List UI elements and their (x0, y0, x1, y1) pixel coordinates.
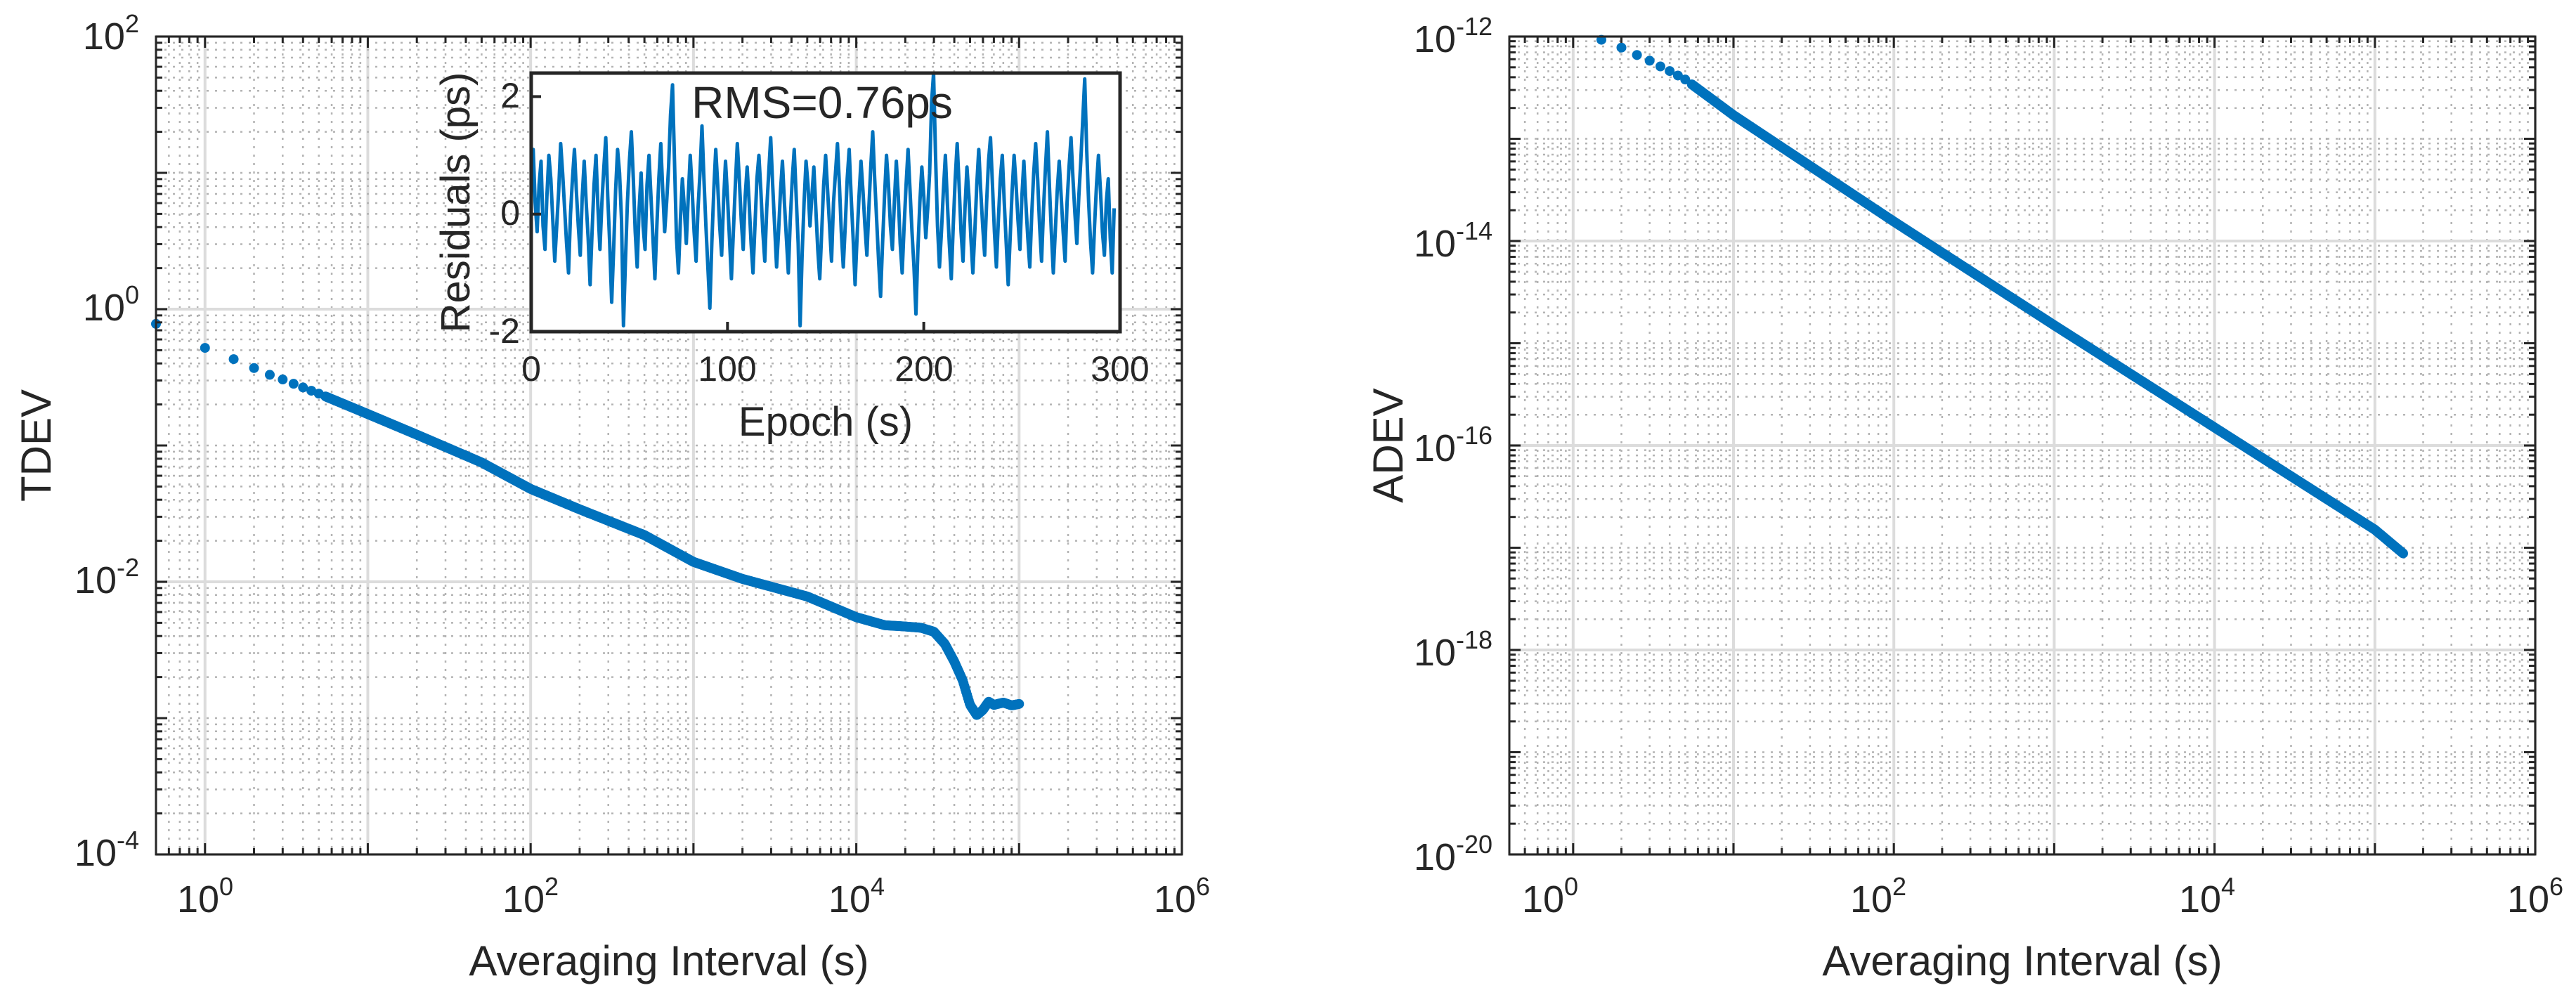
adev-xlabel: Averaging Interval (s) (1822, 937, 2222, 984)
inset-ylabel: Residuals (ps) (433, 72, 479, 333)
adev-xtick-label: 102 (1850, 872, 1906, 920)
adev-ytick-label: 10-20 (1414, 830, 1492, 878)
data-point (228, 354, 239, 365)
data-point (1014, 698, 1024, 709)
tdev-ytick-label: 102 (83, 9, 139, 58)
tdev-ytick-label: 100 (83, 280, 139, 329)
tdev-xtick-label: 104 (828, 872, 885, 920)
tdev-ytick-label: 10-4 (74, 826, 139, 874)
residuals-inset-chart: -2 0 2 0 100 200 300 Epoch (s) Residuals… (433, 71, 1150, 445)
inset-ytick-label: 0 (500, 193, 520, 233)
adev-xtick-label: 106 (2507, 872, 2563, 920)
adev-ytick-label: 10-16 (1414, 421, 1492, 469)
adev-ylabel: ADEV (1365, 388, 1412, 502)
adev-points (1596, 34, 2408, 559)
data-point (1644, 56, 1655, 66)
adev-chart: 10-20 10-18 10-16 10-14 10-12 100 102 10… (1365, 12, 2563, 984)
tdev-ticks (155, 35, 1183, 856)
inset-axes-box (529, 71, 1122, 334)
data-point (249, 363, 259, 373)
inset-xtick-label: 100 (698, 349, 756, 389)
tdev-xtick-label: 106 (1154, 872, 1210, 920)
tdev-ylabel: TDEV (13, 389, 60, 502)
adev-ytick-label: 10-18 (1414, 625, 1492, 674)
rms-annotation: RMS=0.76ps (691, 77, 953, 128)
adev-xtick-label: 100 (1522, 872, 1578, 920)
data-point (298, 382, 308, 393)
adev-ytick-label: 10-14 (1414, 216, 1492, 265)
data-point (1655, 61, 1665, 72)
inset-ticks (530, 95, 1121, 333)
tdev-xlabel: Averaging Interval (s) (469, 937, 869, 984)
data-point (278, 375, 288, 385)
tdev-xtick-label: 100 (177, 872, 233, 920)
adev-ytick-label: 10-12 (1414, 12, 1492, 60)
inset-ytick-label: -2 (489, 311, 520, 351)
residuals-series-line (529, 71, 1117, 328)
adev-xtick-label: 104 (2179, 872, 2235, 920)
adev-ticks (1508, 35, 2537, 856)
data-point (1616, 42, 1627, 53)
inset-xtick-label: 200 (895, 349, 953, 389)
inset-xlabel: Epoch (s) (739, 399, 913, 445)
inset-xtick-label: 0 (521, 349, 541, 389)
tdev-ytick-label: 10-2 (74, 553, 139, 601)
inset-ytick-label: 2 (500, 76, 520, 115)
data-point (2398, 548, 2408, 559)
inset-xtick-label: 300 (1091, 349, 1149, 389)
tdev-xtick-label: 102 (502, 872, 559, 920)
data-point (306, 386, 317, 396)
tdev-points (151, 318, 1024, 720)
data-point (1632, 50, 1642, 60)
data-point (1665, 66, 1675, 77)
data-point (288, 379, 299, 389)
data-point (200, 343, 210, 353)
data-point (1672, 70, 1683, 81)
data-point (264, 370, 275, 380)
